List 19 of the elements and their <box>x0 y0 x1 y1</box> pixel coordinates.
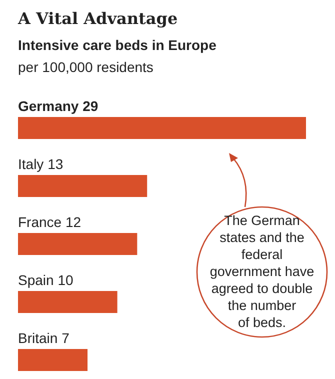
y-tick-label: Britain <box>18 330 62 346</box>
y-tick-label: Germany <box>18 98 83 114</box>
data-label: 7 <box>62 330 70 346</box>
data-label: 13 <box>48 156 64 172</box>
y-tick-label: Italy <box>18 156 48 172</box>
bar <box>18 291 118 313</box>
x-axis-title: per 100,000 residents <box>18 59 154 75</box>
data-label: 29 <box>82 98 98 114</box>
bar <box>18 349 88 371</box>
bar <box>18 175 148 197</box>
y-tick-label: France <box>18 214 66 230</box>
chart-title: A Vital Advantage <box>17 9 178 28</box>
chart-subtitle: Intensive care beds in Europe <box>18 37 217 53</box>
annotation: The German states and the federal government have agreed to double the number of beds. <box>210 213 314 330</box>
data-label: 12 <box>65 214 82 230</box>
bar <box>18 233 138 255</box>
bar <box>18 117 306 139</box>
y-tick-label: Spain <box>18 272 58 288</box>
data-label: 10 <box>58 272 74 288</box>
